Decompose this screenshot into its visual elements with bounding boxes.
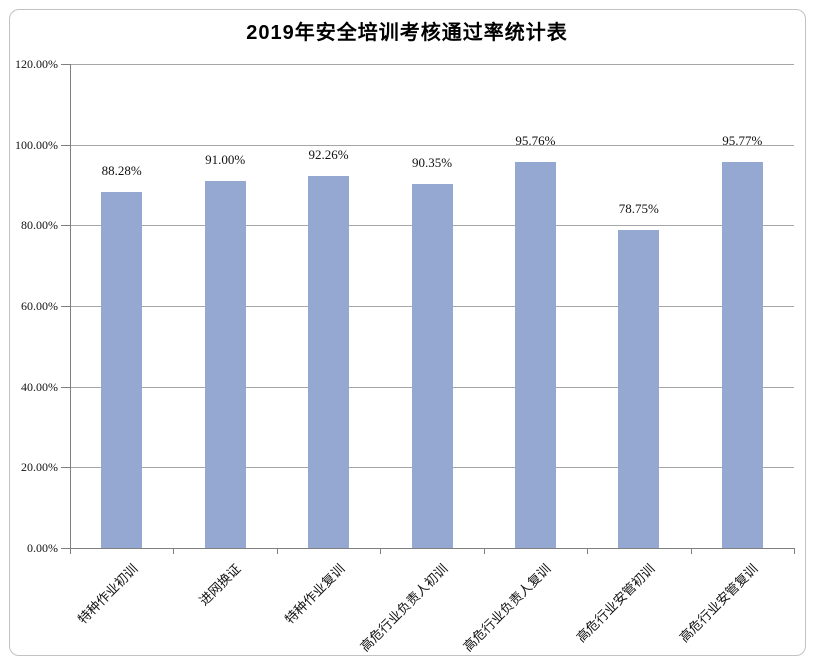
y-axis-tick-label: 40.00% [21, 379, 58, 394]
y-axis-tick-label: 100.00% [15, 137, 58, 152]
bar-value-label: 88.28% [101, 162, 142, 178]
y-axis-tick [61, 64, 70, 65]
chart-title: 2019年安全培训考核通过率统计表 [246, 22, 568, 44]
y-axis-tick [61, 225, 70, 227]
y-axis-tick [61, 548, 70, 549]
bar [411, 183, 453, 548]
gridline [70, 144, 794, 146]
y-axis-tick-label: 20.00% [21, 460, 58, 475]
x-axis-category-label: 特种作业复训 [281, 561, 348, 627]
x-axis-category-label: 高危行业安管复训 [676, 561, 761, 646]
y-axis-line [70, 64, 71, 554]
bar [308, 175, 350, 548]
x-axis-tick [70, 548, 71, 554]
x-axis-category-label: 高危行业负责人复训 [460, 561, 555, 655]
x-axis-tick [380, 548, 382, 554]
bar-value-label: 92.26% [308, 146, 349, 162]
x-axis-category-label: 高危行业负责人初训 [357, 561, 451, 655]
x-axis-category-label: 进网换证 [196, 561, 244, 609]
y-axis-tick [61, 306, 70, 307]
bar-value-label: 91.00% [205, 151, 246, 167]
y-axis-tick-label: 0.00% [27, 541, 58, 555]
y-axis-tick-label: 60.00% [21, 299, 58, 313]
y-axis-tick [61, 386, 70, 388]
bar-value-label: 78.75% [618, 201, 659, 217]
x-axis-category-label: 高危行业安管初训 [573, 561, 658, 646]
x-axis-tick [794, 548, 795, 554]
chart-border [9, 9, 806, 656]
y-axis-tick-label: 80.00% [21, 218, 58, 233]
bar-value-label: 90.35% [411, 154, 453, 170]
bar [514, 161, 556, 548]
bar [618, 230, 660, 548]
x-axis-line [70, 548, 795, 549]
x-axis-tick [587, 548, 589, 554]
bar [204, 180, 246, 548]
x-axis-tick [690, 548, 692, 554]
bar-value-label: 95.76% [515, 132, 556, 148]
y-axis-tick [61, 467, 70, 469]
bar [721, 161, 763, 548]
y-axis-tick-label: 120.00% [15, 57, 58, 71]
bar-value-label: 95.77% [722, 132, 763, 148]
gridline [70, 64, 794, 65]
y-axis-tick [61, 144, 70, 146]
x-axis-category-label: 特种作业初训 [74, 561, 141, 627]
x-axis-tick [276, 548, 278, 554]
bar [101, 191, 143, 548]
x-axis-tick [173, 548, 175, 554]
x-axis-tick [483, 548, 485, 554]
